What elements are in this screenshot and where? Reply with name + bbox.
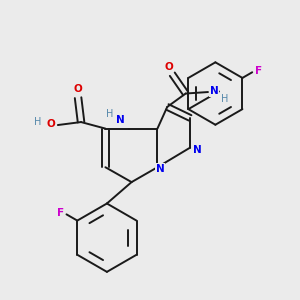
Text: F: F [255,66,262,76]
Text: N: N [193,145,202,155]
Text: N: N [156,164,165,174]
Text: H: H [220,94,228,103]
Text: H: H [106,109,113,119]
Text: F: F [57,208,64,218]
Text: H: H [34,117,41,127]
Text: N: N [210,86,219,96]
Text: N: N [116,115,125,125]
Text: O: O [74,84,82,94]
Text: O: O [165,62,174,72]
Text: O: O [47,119,56,129]
